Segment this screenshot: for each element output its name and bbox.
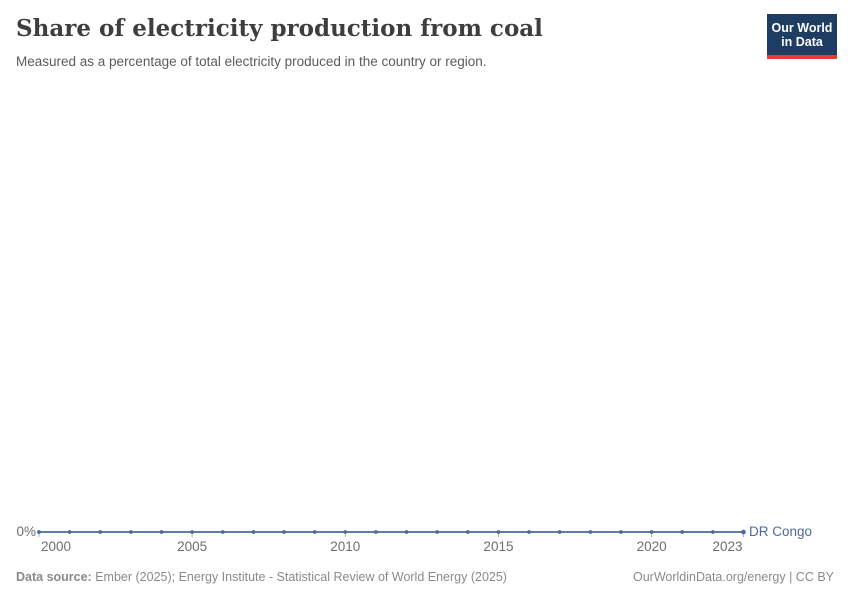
- owid-logo-line2: in Data: [781, 34, 823, 49]
- data-source-text: Ember (2025); Energy Institute - Statist…: [95, 570, 507, 584]
- owid-logo-box: Our World in Data: [767, 14, 837, 55]
- x-tick-label: 2023: [712, 539, 743, 554]
- x-axis-tick-labels: 2000 2005 2010 2015 2020 2023: [0, 539, 850, 555]
- owid-logo-red-bar: [767, 55, 837, 59]
- x-tick-label: 2005: [177, 539, 208, 554]
- x-tick-label: 2010: [330, 539, 361, 554]
- chart-title: Share of electricity production from coa…: [16, 15, 543, 42]
- data-source-note: Data source: Ember (2025); Energy Instit…: [16, 569, 507, 585]
- x-tick-label: 2020: [636, 539, 667, 554]
- chart-footer: Data source: Ember (2025); Energy Instit…: [16, 569, 834, 585]
- owid-license-link[interactable]: OurWorldinData.org/energy | CC BY: [632, 570, 834, 584]
- x-tick-label: 2015: [483, 539, 514, 554]
- owid-logo-line1: Our World: [771, 20, 833, 35]
- entity-label-dr-congo[interactable]: DR Congo: [749, 524, 813, 539]
- data-source-label: Data source:: [16, 570, 92, 584]
- x-tick-label: 2000: [40, 539, 72, 554]
- y-axis-zero-label: 0%: [16, 524, 36, 539]
- chart-subtitle: Measured as a percentage of total electr…: [16, 54, 487, 69]
- owid-logo: Our World in Data: [767, 14, 837, 59]
